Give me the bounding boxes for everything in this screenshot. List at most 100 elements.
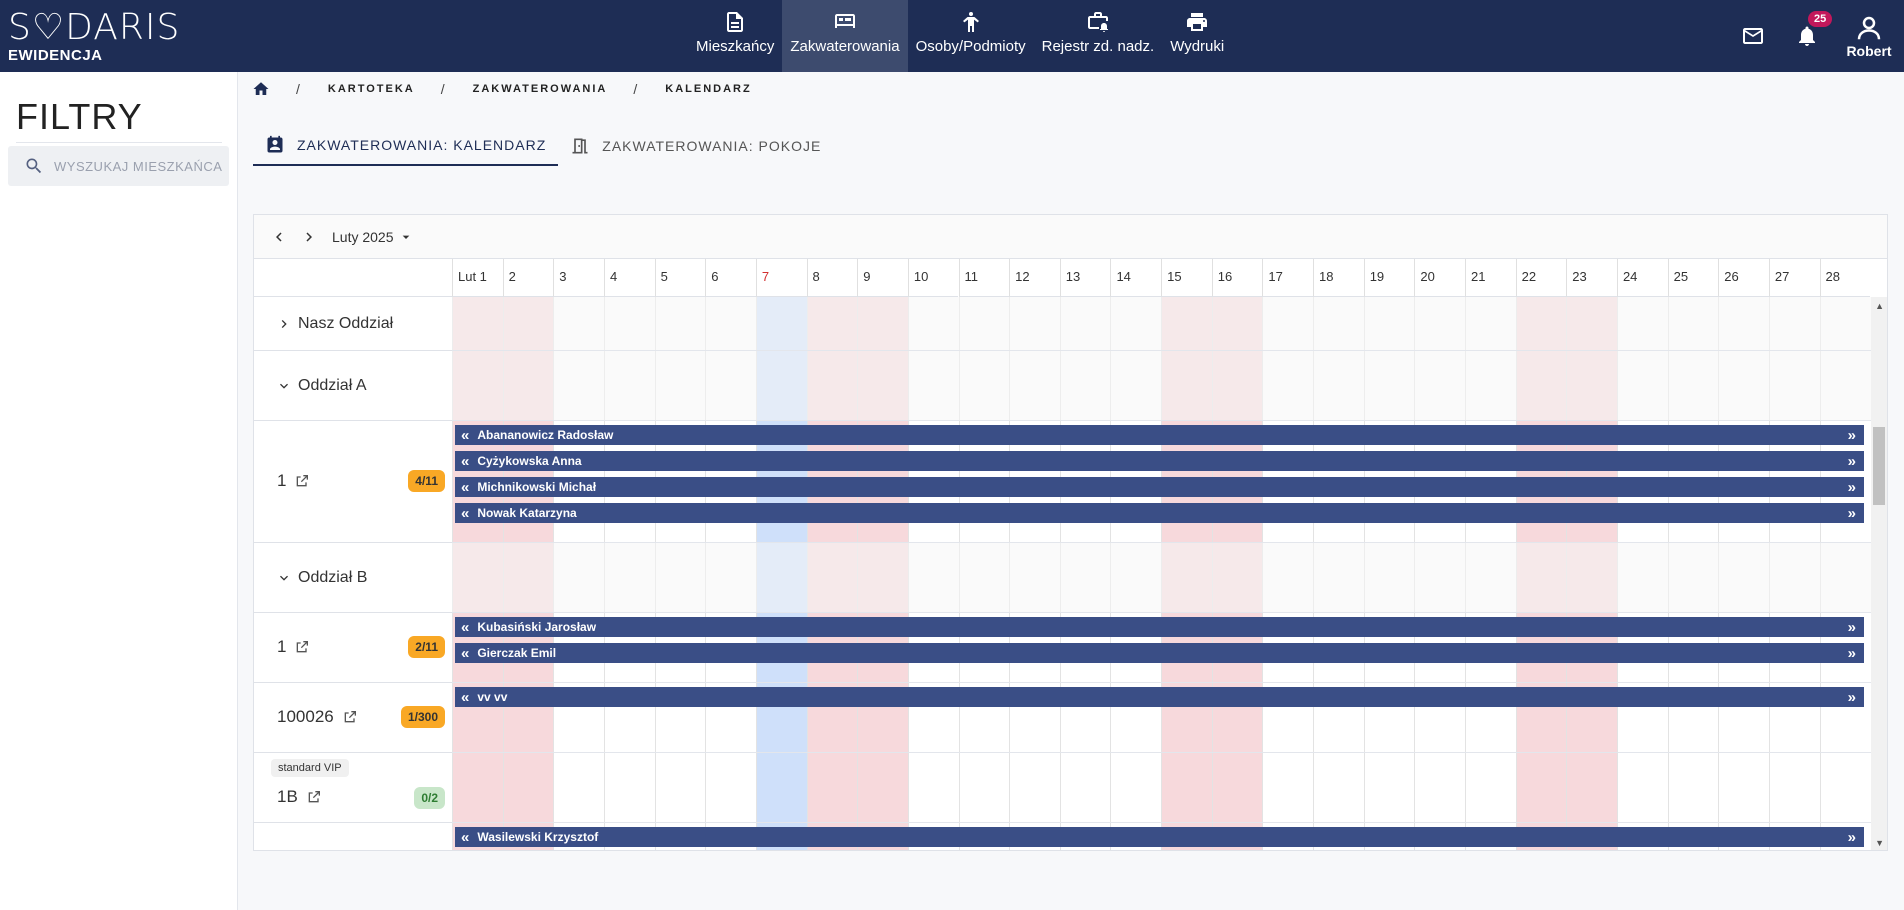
month-label: Luty 2025 bbox=[332, 228, 394, 245]
resident-name: vv vv bbox=[477, 690, 508, 704]
day-header: 4 bbox=[603, 259, 655, 297]
tab-calendar[interactable]: ZAKWATEROWANIA: KALENDARZ bbox=[253, 126, 559, 166]
booking-bar[interactable]: « Wasilewski Krzysztof » bbox=[455, 827, 1864, 847]
user-icon bbox=[1857, 16, 1881, 40]
booking-bar[interactable]: « Gierczak Emil » bbox=[455, 643, 1864, 663]
person-icon bbox=[962, 12, 979, 32]
booking-bar[interactable]: « Abananowicz Radosław » bbox=[455, 425, 1864, 445]
chevrons-right-icon: » bbox=[1847, 452, 1856, 470]
home-icon[interactable] bbox=[252, 80, 270, 98]
vertical-scrollbar[interactable]: ▲ ▼ bbox=[1871, 297, 1887, 850]
caret-down-icon bbox=[402, 235, 409, 239]
chevrons-right-icon: » bbox=[1847, 828, 1856, 846]
room-number: 1 bbox=[277, 471, 287, 490]
day-header: 10 bbox=[907, 259, 959, 297]
resident-search[interactable] bbox=[8, 146, 229, 186]
chevron-down-icon bbox=[280, 575, 288, 581]
breadcrumb-item[interactable]: KARTOTEKA bbox=[327, 83, 415, 95]
resident-name: Gierczak Emil bbox=[477, 646, 557, 660]
open-external-icon[interactable] bbox=[294, 639, 310, 655]
chevrons-left-icon: « bbox=[461, 688, 470, 706]
search-input[interactable] bbox=[54, 158, 224, 174]
chevrons-right-icon: » bbox=[1847, 504, 1856, 522]
scroll-thumb[interactable] bbox=[1873, 427, 1885, 505]
nav-item-osoby-podmioty[interactable]: Osoby/Podmioty bbox=[908, 0, 1034, 72]
chevrons-left-icon: « bbox=[461, 644, 470, 662]
nav-label: Osoby/Podmioty bbox=[915, 38, 1026, 55]
breadcrumb-separator: / bbox=[633, 81, 640, 97]
breadcrumb-item[interactable]: ZAKWATEROWANIA bbox=[472, 83, 608, 95]
resident-name: Nowak Katarzyna bbox=[477, 506, 577, 520]
user-menu[interactable]: Robert bbox=[1834, 0, 1904, 72]
booking-bar[interactable]: « Kubasiński Jarosław » bbox=[455, 617, 1864, 637]
tab-rooms[interactable]: ZAKWATEROWANIA: POKOJE bbox=[558, 126, 833, 166]
open-external-icon[interactable] bbox=[342, 709, 358, 725]
main-nav: Mieszkańcy Zakwaterowania Osoby/Podmioty… bbox=[688, 0, 1232, 72]
resident-name: Wasilewski Krzysztof bbox=[477, 830, 599, 844]
booking-bar[interactable]: « Michnikowski Michał » bbox=[455, 477, 1864, 497]
prev-month-button[interactable] bbox=[264, 222, 294, 252]
group-toggle[interactable]: Nasz Oddział bbox=[254, 297, 452, 350]
search-icon bbox=[26, 158, 42, 174]
nav-item-rejestr[interactable]: Rejestr zd. nadz. bbox=[1034, 0, 1163, 72]
breadcrumb-item[interactable]: KALENDARZ bbox=[665, 83, 752, 95]
day-header: 15 bbox=[1161, 259, 1212, 297]
next-month-button[interactable] bbox=[294, 222, 324, 252]
row-divider bbox=[452, 752, 1887, 753]
messages-button[interactable] bbox=[1726, 0, 1780, 72]
group-label: Nasz Oddział bbox=[298, 314, 394, 332]
day-header: 8 bbox=[806, 259, 858, 297]
group-row-0[interactable]: Nasz Oddział bbox=[254, 297, 452, 351]
nav-item-mieszkancy[interactable]: Mieszkańcy bbox=[688, 0, 782, 72]
open-external-icon[interactable] bbox=[306, 789, 322, 805]
chevron-down-icon bbox=[280, 383, 288, 389]
open-external-icon[interactable] bbox=[294, 473, 310, 489]
app-logo[interactable]: S♡DARIS EWIDENCJA bbox=[8, 8, 180, 65]
nav-item-wydruki[interactable]: Wydruki bbox=[1162, 0, 1232, 72]
month-selector[interactable]: Luty 2025 bbox=[332, 229, 414, 245]
group-toggle[interactable]: Oddział A bbox=[254, 351, 452, 420]
nav-item-zakwaterowania[interactable]: Zakwaterowania bbox=[782, 0, 908, 72]
booking-bar[interactable]: « Cyżykowska Anna » bbox=[455, 451, 1864, 471]
room-row-5: 100026 1/300 bbox=[254, 683, 452, 753]
door-icon bbox=[572, 138, 588, 154]
chevrons-right-icon: » bbox=[1847, 426, 1856, 444]
view-tabs: ZAKWATEROWANIA: KALENDARZ ZAKWATEROWANIA… bbox=[253, 126, 833, 166]
day-header: 11 bbox=[958, 259, 1010, 297]
notifications-badge: 25 bbox=[1808, 11, 1833, 27]
room-number: 100026 bbox=[277, 707, 334, 726]
booking-bar[interactable]: « vv vv » bbox=[455, 687, 1864, 707]
tab-label: ZAKWATEROWANIA: POKOJE bbox=[602, 138, 822, 154]
booking-bar[interactable]: « Nowak Katarzyna » bbox=[455, 503, 1864, 523]
occupancy-badge: 1/300 bbox=[400, 706, 445, 728]
day-header: 22 bbox=[1515, 259, 1567, 297]
breadcrumb: / KARTOTEKA / ZAKWATEROWANIA / KALENDARZ bbox=[252, 80, 752, 98]
resident-name: Abananowicz Radosław bbox=[477, 428, 614, 442]
group-toggle[interactable]: Oddział B bbox=[254, 543, 452, 612]
nav-label: Mieszkańcy bbox=[696, 38, 775, 55]
day-header: 27 bbox=[1768, 259, 1820, 297]
chevron-right-icon bbox=[281, 319, 287, 328]
day-header: 6 bbox=[705, 259, 756, 297]
room-row-4: 1 2/11 bbox=[254, 613, 452, 683]
room-label: 1 bbox=[277, 471, 310, 491]
chevrons-left-icon: « bbox=[461, 504, 470, 522]
day-header: 9 bbox=[857, 259, 908, 297]
breadcrumb-separator: / bbox=[440, 81, 447, 97]
breadcrumb-separator: / bbox=[296, 81, 302, 97]
logo-subtitle: EWIDENCJA bbox=[8, 47, 103, 64]
group-row-3[interactable]: Oddział B bbox=[254, 543, 452, 613]
room-row-7 bbox=[254, 823, 452, 850]
chevrons-right-icon: » bbox=[1847, 688, 1856, 706]
user-name: Robert bbox=[1846, 43, 1892, 59]
group-row-bg bbox=[452, 543, 1872, 613]
group-row-1[interactable]: Oddział A bbox=[254, 351, 452, 421]
room-number: 1B bbox=[277, 787, 298, 806]
notifications-button[interactable]: 25 bbox=[1780, 0, 1834, 72]
top-right-actions: 25 Robert bbox=[1726, 0, 1904, 72]
room-row-6: 1B 0/2 standard VIP bbox=[254, 753, 452, 823]
scroll-up-arrow[interactable]: ▲ bbox=[1875, 301, 1884, 311]
scroll-down-arrow[interactable]: ▼ bbox=[1875, 838, 1884, 848]
calendar: Luty 2025 Lut 1 2 3 4 5 6 7 8 9 10 11 12 13 14 15 16 17 1… bbox=[253, 214, 1888, 851]
row-divider bbox=[452, 682, 1887, 683]
